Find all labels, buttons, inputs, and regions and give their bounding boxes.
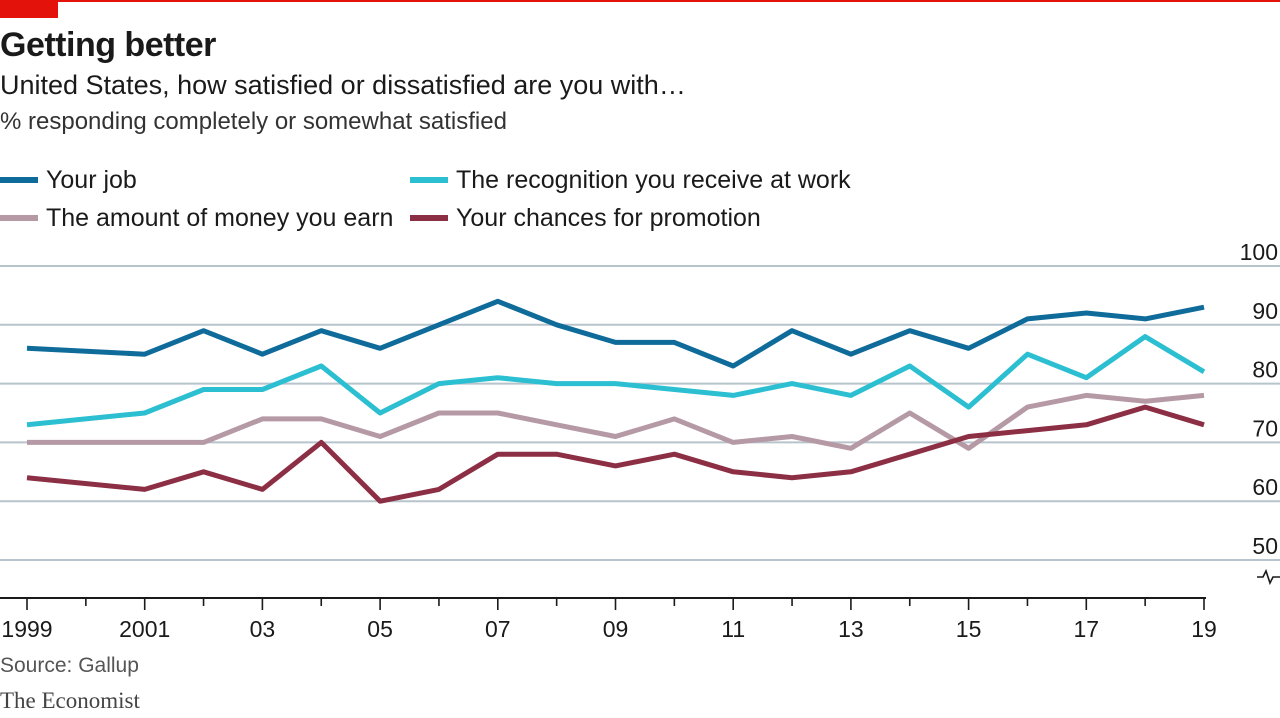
source-note: Source: Gallup [0,654,139,677]
x-tick-label-2019: 19 [1191,616,1217,642]
y-tick-label-90: 90 [1252,298,1278,324]
series-line-money [27,392,1205,451]
x-tick-label-2013: 13 [838,616,864,642]
x-tick-label-2001: 2001 [119,616,170,642]
y-tick-label-100: 100 [1240,239,1278,265]
chart-unit-label: % responding completely or somewhat sati… [0,108,507,135]
legend-label-money: The amount of money you earn [46,203,394,232]
legend-item-promotion: Your chances for promotion [410,203,761,233]
top-accent-rule [0,0,1280,2]
series-line-recognition [26,334,1206,428]
legend-item-recognition: The recognition you receive at work [410,165,851,195]
red-tag-logo [0,0,58,18]
legend-label-promotion: Your chances for promotion [456,203,761,232]
series-line-promotion [26,404,1205,504]
legend-swatch-job [0,177,38,183]
legend-swatch-promotion [410,215,448,221]
x-tick-label-2009: 09 [603,616,629,642]
x-tick-label-2017: 17 [1074,616,1100,642]
x-tick-label-2003: 03 [250,616,276,642]
chart-subtitle: United States, how satisfied or dissatis… [0,70,686,100]
x-tick-label-2007: 07 [485,616,511,642]
legend-label-job: Your job [46,165,137,194]
series-line-job [26,298,1205,369]
legend-label-recognition: The recognition you receive at work [456,165,851,194]
y-tick-label-50: 50 [1252,533,1278,559]
axis-break-mark [1257,568,1280,586]
x-tick-label-2005: 05 [367,616,393,642]
brand-wordmark: The Economist [0,688,140,713]
legend-item-money: The amount of money you earn [0,203,393,233]
x-tick-label-2015: 15 [956,616,982,642]
legend-item-job: Your job [0,165,137,195]
x-tick-label-2011: 11 [721,616,745,642]
x-tick-label-1999: 1999 [1,616,52,642]
chart-title: Getting better [0,26,216,64]
legend-swatch-money [0,215,38,221]
legend-swatch-recognition [410,177,448,183]
y-tick-label-60: 60 [1252,474,1278,500]
y-tick-label-80: 80 [1252,357,1278,383]
y-tick-label-70: 70 [1252,415,1278,441]
